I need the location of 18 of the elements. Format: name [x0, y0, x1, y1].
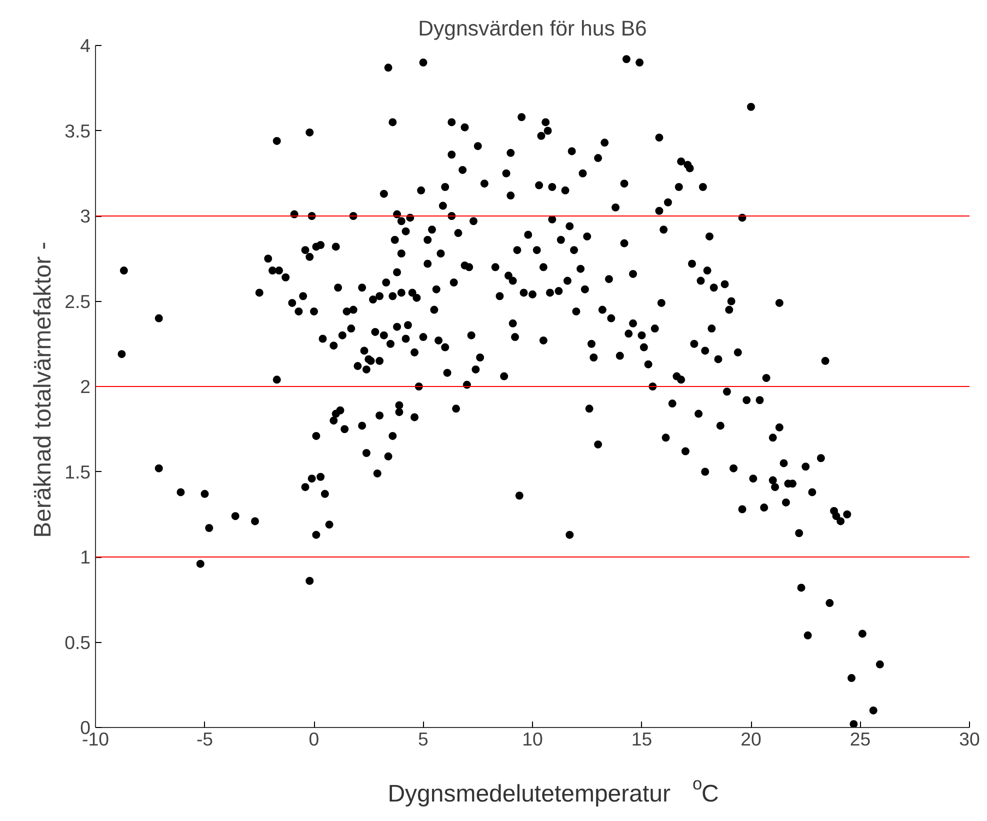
- x-tick-label: 20: [740, 728, 762, 750]
- x-tick-label: 30: [959, 728, 980, 750]
- y-tick-label: 2: [80, 376, 91, 397]
- x-tick-label: 15: [631, 728, 652, 750]
- y-tick-label: 3.5: [64, 120, 91, 142]
- y-tick-label: 1: [80, 546, 91, 568]
- x-tick-label: 25: [850, 728, 871, 750]
- y-tick-label: 0.5: [64, 632, 91, 653]
- x-tick-label: 5: [418, 728, 428, 750]
- x-tick-label: -5: [196, 728, 214, 750]
- x-tick-label: 0: [308, 728, 320, 750]
- chart-title: Dygnsvärden för hus B6: [418, 16, 647, 40]
- y-axis-title: Beräknad totalvärmefaktor -: [30, 242, 57, 538]
- x-tick-label: 10: [522, 728, 543, 750]
- y-tick-label: 3: [80, 206, 91, 226]
- y-tick-label: 2.5: [64, 290, 91, 312]
- y-tick-label: 1.5: [64, 461, 91, 482]
- y-tick-label: 4: [80, 35, 91, 56]
